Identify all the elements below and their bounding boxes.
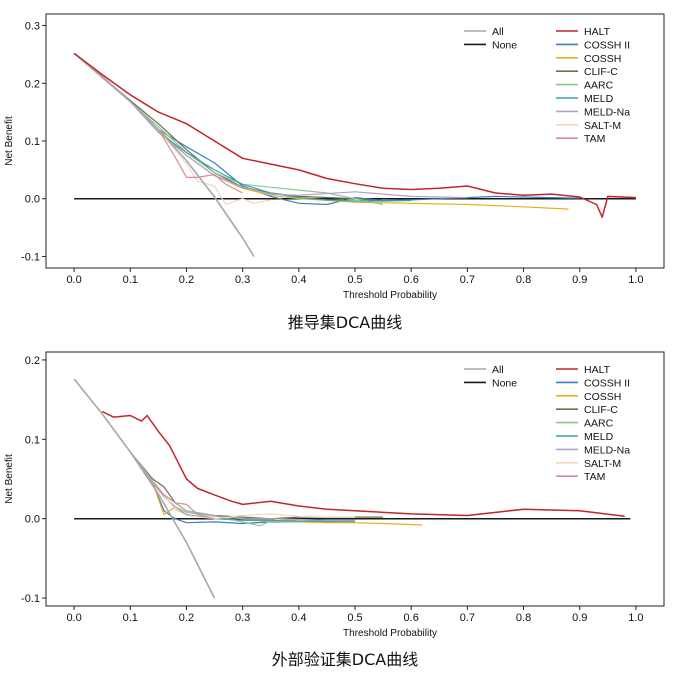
legend-label: MELD: [584, 93, 614, 105]
series-line-meld: [73, 52, 412, 202]
legend-label: All: [492, 26, 504, 38]
x-tick-label: 0.4: [291, 612, 306, 624]
legend-label: None: [492, 377, 517, 389]
y-tick-label: 0.2: [25, 78, 40, 90]
x-tick-label: 0.2: [179, 274, 194, 286]
series-line-halt: [101, 410, 625, 518]
legend-label: SALT-M: [584, 458, 621, 470]
legend-label: CLIF-C: [584, 404, 618, 416]
y-tick-label: 0.2: [25, 355, 40, 367]
legend-label: AARC: [584, 80, 614, 92]
y-tick-label: -0.1: [21, 251, 40, 263]
series-line-all: [73, 52, 255, 257]
series-line-cossh: [73, 52, 569, 210]
y-tick-label: 0.0: [25, 514, 40, 526]
legend-label: COSSH: [584, 53, 621, 65]
series-line-halt: [73, 52, 636, 218]
x-tick-label: 0.5: [347, 612, 362, 624]
legend-label: CLIF-C: [584, 66, 618, 78]
x-tick-label: 0.6: [404, 274, 419, 286]
x-tick-label: 0.9: [572, 612, 587, 624]
legend-label: MELD-Na: [584, 106, 630, 118]
series-line-cossh-ii: [73, 52, 580, 206]
legend-label: TAM: [584, 133, 605, 145]
x-tick-label: 0.9: [572, 274, 587, 286]
series-line-clif-c: [73, 52, 384, 202]
legend-label: COSSH II: [584, 377, 630, 389]
y-tick-label: 0.0: [25, 194, 40, 206]
plot-frame: [45, 13, 665, 269]
x-tick-label: 0.7: [460, 612, 475, 624]
legend-label: SALT-M: [584, 120, 621, 132]
series-line-meld-na: [73, 52, 468, 199]
x-tick-label: 0.3: [235, 612, 250, 624]
y-axis-label: Net Benefit: [4, 454, 15, 504]
series-line-all: [73, 378, 216, 599]
validation-chart: 0.0 0.1 0.2 0.3 0.4 0.5 0.6 0.7 0.8 0.9 1.0 -0.1 0.0…: [4, 351, 665, 669]
legend-label: All: [492, 364, 504, 376]
legend-label: MELD: [584, 431, 614, 443]
x-tick-label: 0.3: [235, 274, 250, 286]
x-tick-label: 0.7: [460, 274, 475, 286]
legend-label: HALT: [584, 26, 611, 38]
x-tick-label: 0.5: [347, 274, 362, 286]
x-tick-label: 0.2: [179, 612, 194, 624]
chart-caption: 外部验证集DCA曲线: [272, 650, 418, 669]
x-tick-label: 0.6: [404, 612, 419, 624]
x-tick-label: 0.8: [516, 612, 531, 624]
chart-caption: 推导集DCA曲线: [288, 313, 402, 332]
derivation-chart: 0.0 0.1 0.2 0.3 0.4 0.5 0.6 0.7 0.8 0.9 1.0 -0.1 0.0…: [4, 13, 665, 332]
series-line-meld-na: [129, 451, 355, 521]
y-axis-label: Net Benefit: [4, 116, 15, 166]
x-tick-label: 0.1: [123, 274, 138, 286]
x-tick-label: 0.0: [66, 274, 81, 286]
y-tick-label: 0.3: [25, 21, 40, 33]
x-tick-label: 0.8: [516, 274, 531, 286]
x-tick-label: 0.0: [66, 612, 81, 624]
legend-label: MELD-Na: [584, 444, 630, 456]
plot-frame: [45, 351, 665, 607]
x-axis-label: Threshold Probability: [343, 290, 437, 301]
y-tick-label: 0.1: [25, 136, 40, 148]
y-tick-label: 0.1: [25, 434, 40, 446]
x-tick-label: 0.4: [291, 274, 306, 286]
legend-label: AARC: [584, 418, 614, 430]
x-axis-label: Threshold Probability: [343, 628, 437, 639]
x-tick-label: 1.0: [628, 612, 643, 624]
legend-label: COSSH: [584, 391, 621, 403]
series-line-clif-c: [129, 451, 384, 520]
legend-label: TAM: [584, 471, 605, 483]
series-line-tam: [129, 451, 215, 520]
legend-label: COSSH II: [584, 39, 630, 51]
x-tick-label: 0.1: [123, 612, 138, 624]
legend-label: HALT: [584, 364, 611, 376]
y-tick-label: -0.1: [21, 593, 40, 605]
legend-label: None: [492, 39, 517, 51]
x-tick-label: 1.0: [628, 274, 643, 286]
